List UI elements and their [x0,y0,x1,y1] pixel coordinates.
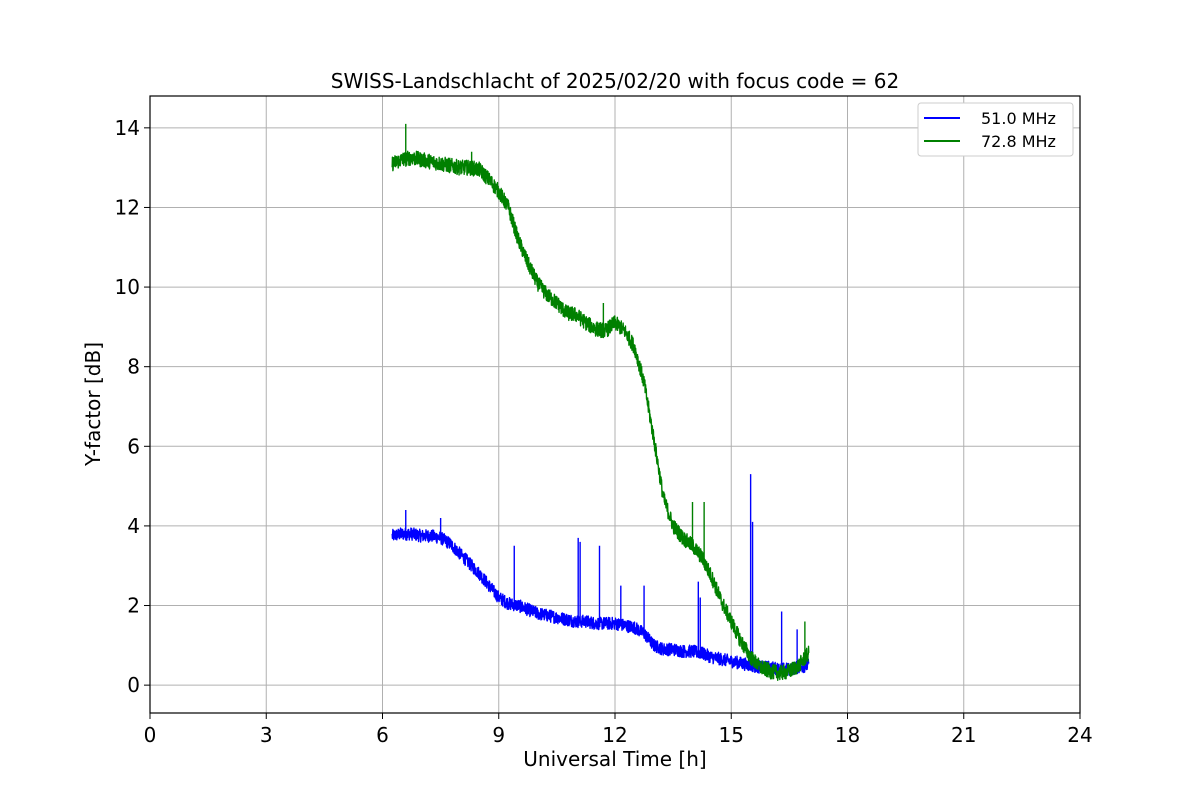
y-tick-label: 4 [127,514,140,538]
series-line-51-0-mhz [391,474,810,676]
y-tick-label: 2 [127,594,140,618]
y-tick-label: 12 [115,195,140,219]
y-tick-label: 6 [127,434,140,458]
x-tick-label: 0 [144,723,157,747]
series-line-72-8-mhz [391,123,810,681]
y-tick-label: 8 [127,355,140,379]
x-tick-label: 18 [835,723,860,747]
y-axis-label: Y-factor [dB] [81,342,105,467]
y-tick-label: 0 [127,673,140,697]
plot-series [391,123,810,681]
x-tick-label: 24 [1067,723,1092,747]
y-tick-label: 14 [115,116,140,140]
legend-box [917,102,1074,157]
x-tick-label: 3 [260,723,273,747]
x-axis-label: Universal Time [h] [523,747,706,771]
x-tick-label: 21 [951,723,976,747]
chart-title: SWISS-Landschlacht of 2025/02/20 with fo… [331,69,899,93]
x-tick-label: 12 [602,723,627,747]
legend-label-51mhz: 51.0 MHz [981,109,1056,128]
y-tick-label: 10 [115,275,140,299]
x-tick-label: 15 [719,723,744,747]
x-tick-label: 9 [492,723,505,747]
legend: 51.0 MHz 72.8 MHz [917,102,1074,157]
x-tick-label: 6 [376,723,389,747]
legend-label-72mhz: 72.8 MHz [981,132,1056,151]
